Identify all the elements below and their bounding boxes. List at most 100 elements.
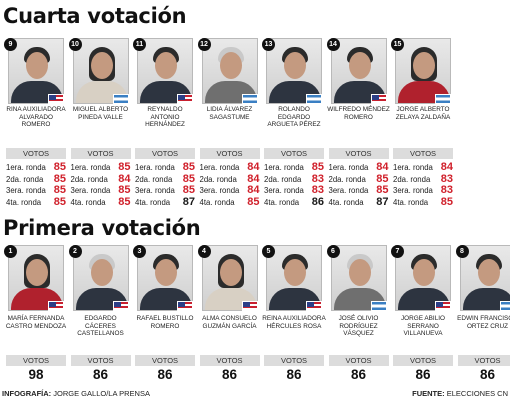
vote-round-row: 3era. ronda 85 bbox=[70, 184, 133, 197]
votes-label: VOTOS bbox=[135, 355, 195, 366]
first-vote-title: Primera votación bbox=[3, 216, 201, 240]
portrait-head bbox=[284, 259, 306, 286]
portrait-head bbox=[413, 52, 435, 79]
vote-round-row: 1era. ronda 85 bbox=[135, 161, 197, 174]
vote-round-row: 2da. ronda 85 bbox=[6, 173, 68, 186]
honduras-flag-icon bbox=[370, 301, 387, 311]
vote-total: 86 bbox=[92, 367, 109, 382]
usa-flag-icon bbox=[241, 301, 258, 311]
vote-total: 86 bbox=[350, 367, 367, 382]
honduras-flag-icon bbox=[435, 94, 451, 104]
portrait-head bbox=[219, 52, 242, 79]
vote-total: 86 bbox=[415, 367, 431, 382]
vote-round-row: 3era. ronda 85 bbox=[135, 184, 197, 197]
vote-total: 86 bbox=[221, 367, 238, 382]
round-vote-value: 84 bbox=[247, 184, 260, 196]
vote-rounds: 1era. ronda 84 2da. ronda 85 3era. ronda 85 4t… bbox=[328, 161, 391, 208]
candidate-photo bbox=[395, 38, 451, 104]
round-vote-value: 84 bbox=[247, 161, 260, 173]
round-vote-value: 85 bbox=[182, 172, 195, 185]
round-vote-value: 85 bbox=[118, 161, 131, 173]
vote-round-row: 2da. ronda 85 bbox=[135, 172, 197, 186]
candidate-name: MARÍA FERNANDA CASTRO MENDOZA bbox=[5, 315, 67, 330]
vote-total: 86 bbox=[479, 367, 496, 382]
votes-label: VOTOS bbox=[393, 355, 453, 366]
round-vote-value: 85 bbox=[440, 195, 453, 208]
candidate-number-badge: 4 bbox=[197, 245, 211, 258]
vote-round-row: 2da. ronda 84 bbox=[71, 173, 133, 186]
vote-round-row: 1era. ronda 84 bbox=[200, 161, 262, 174]
vote-round-row: 3era. ronda 84 bbox=[199, 184, 262, 197]
round-label: 3era. ronda bbox=[199, 186, 240, 195]
round-label: 4ta. ronda bbox=[264, 197, 300, 207]
vote-round-row: 1era. ronda 85 bbox=[6, 161, 68, 174]
candidate-name: JOSÉ OLIVIO RODRÍGUEZ VÁSQUEZ bbox=[338, 315, 379, 338]
candidate-photo bbox=[137, 245, 193, 311]
candidate-name: LIDIA ÁLVAREZ SAGASTUME bbox=[206, 106, 253, 121]
portrait-head bbox=[348, 259, 371, 286]
round-vote-value: 85 bbox=[53, 195, 66, 208]
vote-round-row: 4ta. ronda 85 bbox=[6, 195, 68, 209]
votes-label: VOTOS bbox=[6, 355, 66, 366]
portrait-head bbox=[219, 259, 242, 286]
round-label: 3era. ronda bbox=[70, 186, 111, 195]
vote-round-row: 2da. ronda 83 bbox=[264, 173, 326, 186]
infographic-credit-value: JORGE GALLO/LA PRENSA bbox=[53, 389, 150, 398]
candidate-name: JORGE ABILIO SERRANO VILLANUEVA bbox=[400, 315, 446, 338]
vote-rounds: 1era. ronda 85 2da. ronda 85 3era. ronda 85 4t… bbox=[135, 161, 197, 209]
round-label: 2da. ronda bbox=[135, 174, 173, 184]
candidate-name: RAFAEL BUSTILLO ROMERO bbox=[136, 315, 194, 330]
vote-round-row: 3era. ronda 83 bbox=[393, 184, 455, 197]
vote-rounds: 1era. ronda 85 2da. ronda 85 3era. ronda 85 4t… bbox=[6, 161, 68, 209]
portrait-head bbox=[413, 259, 435, 286]
round-label: 1era. ronda bbox=[264, 163, 304, 172]
honduras-flag-icon bbox=[241, 94, 258, 104]
candidate-name: ALMA CONSUELO GUZMÁN GARCÍA bbox=[202, 315, 257, 330]
round-vote-value: 84 bbox=[440, 161, 453, 173]
portrait-head bbox=[155, 52, 177, 79]
source-credit: FUENTE: ELECCIONES CN bbox=[412, 389, 508, 398]
round-vote-value: 85 bbox=[118, 195, 131, 208]
round-vote-value: 84 bbox=[247, 172, 260, 185]
round-vote-value: 85 bbox=[376, 172, 389, 185]
vote-rounds: 1era. ronda 85 2da. ronda 84 3era. ronda 85 4t… bbox=[70, 161, 133, 208]
vote-total: 98 bbox=[28, 367, 44, 382]
portrait-head bbox=[155, 259, 177, 286]
candidate-name: WILFREDO MÉNDEZ ROMERO bbox=[327, 106, 390, 121]
round-vote-value: 85 bbox=[247, 195, 260, 208]
vote-round-row: 1era. ronda 84 bbox=[328, 161, 391, 174]
votes-label: VOTOS bbox=[328, 355, 389, 366]
votes-label: VOTOS bbox=[457, 355, 510, 366]
round-label: 2da. ronda bbox=[393, 174, 431, 184]
round-label: 2da. ronda bbox=[264, 174, 302, 184]
vote-round-row: 4ta. ronda 87 bbox=[135, 196, 197, 209]
round-label: 1era. ronda bbox=[328, 163, 369, 172]
usa-flag-icon bbox=[112, 301, 129, 311]
credits-bar: INFOGRAFÍA: JORGE GALLO/LA PRENSA FUENTE… bbox=[0, 388, 510, 400]
round-label: 1era. ronda bbox=[393, 163, 433, 172]
round-label: 1era. ronda bbox=[6, 163, 46, 172]
candidate-number-badge: 9 bbox=[4, 38, 17, 51]
vote-rounds: 1era. ronda 84 2da. ronda 83 3era. ronda 83 4t… bbox=[393, 161, 455, 208]
honduras-flag-icon bbox=[306, 94, 322, 104]
round-vote-value: 85 bbox=[53, 184, 66, 196]
vote-round-row: 1era. ronda 85 bbox=[264, 161, 326, 174]
candidate-number-badge: 2 bbox=[68, 245, 82, 258]
round-vote-value: 85 bbox=[376, 184, 389, 196]
source-credit-label: FUENTE: bbox=[412, 389, 445, 398]
candidate-number-badge: 8 bbox=[455, 245, 469, 258]
candidate-photo bbox=[395, 245, 451, 311]
usa-flag-icon bbox=[48, 94, 64, 104]
candidate-number-badge: 14 bbox=[326, 38, 340, 51]
candidate-photo bbox=[72, 38, 129, 104]
vote-round-row: 2da. ronda 84 bbox=[200, 172, 262, 186]
round-vote-value: 84 bbox=[376, 161, 389, 173]
vote-rounds: 1era. ronda 85 2da. ronda 83 3era. ronda 83 4t… bbox=[264, 161, 326, 208]
usa-flag-icon bbox=[370, 94, 387, 104]
round-label: 4ta. ronda bbox=[70, 197, 106, 207]
candidate-name: JORGE ALBERTO ZELAYA ZALDAÑA bbox=[395, 106, 451, 121]
usa-flag-icon bbox=[435, 301, 451, 311]
votes-label: VOTOS bbox=[70, 148, 131, 159]
round-vote-value: 85 bbox=[311, 161, 324, 173]
portrait-head bbox=[348, 52, 371, 79]
